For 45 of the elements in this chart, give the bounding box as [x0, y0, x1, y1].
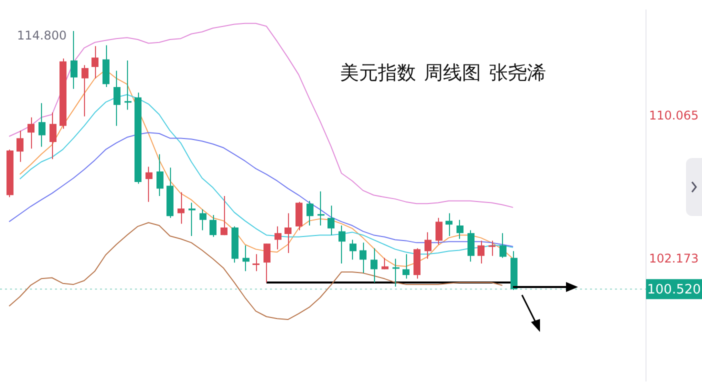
candlestick: [210, 214, 216, 238]
candlestick: [82, 64, 88, 117]
y-tick-label: 110.065: [649, 108, 699, 123]
candlestick: [38, 102, 46, 148]
candlestick: [156, 154, 164, 197]
y-tick-label: 102.173: [649, 251, 699, 266]
candlestick: [188, 202, 196, 236]
candlestick: [252, 254, 260, 272]
candlestick: [296, 201, 302, 231]
annotation: 114.800: [17, 28, 67, 42]
candlestick: [284, 212, 292, 254]
candlestick: [274, 226, 282, 250]
candlestick: [146, 166, 152, 202]
ref-line-label: 100.520: [647, 282, 701, 298]
candlestick: [264, 243, 270, 283]
candlestick: [402, 254, 410, 280]
candlestick: [16, 130, 24, 162]
candlestick: [436, 217, 442, 245]
candlestick: [488, 240, 496, 256]
candlestick: [220, 196, 228, 236]
candlestick: [456, 219, 464, 240]
candlestick: [306, 200, 314, 226]
candlestick: [114, 70, 120, 126]
candlestick: [360, 242, 366, 274]
candlestick: [328, 205, 334, 236]
candlestick: [468, 230, 474, 262]
text: 美元指数 周线图 张尧浠: [340, 61, 546, 86]
candlestick: [50, 112, 56, 160]
candlestick: [200, 208, 206, 231]
candlestick: [382, 257, 388, 270]
candlestick: [242, 244, 250, 272]
candlestick: [92, 46, 98, 79]
candlestick: [70, 30, 78, 90]
candlestick: [446, 212, 452, 236]
candlestick: [478, 240, 484, 264]
candlestick: [500, 232, 506, 258]
candlestick: [370, 248, 378, 283]
candlestick: [318, 190, 324, 226]
candlestick: [178, 192, 184, 224]
candlestick: [392, 258, 400, 288]
candlestick: [338, 225, 346, 264]
candlestick: [424, 232, 432, 260]
candlestick: [124, 60, 132, 110]
candlestick: [350, 239, 356, 260]
candlestick: [28, 116, 34, 150]
